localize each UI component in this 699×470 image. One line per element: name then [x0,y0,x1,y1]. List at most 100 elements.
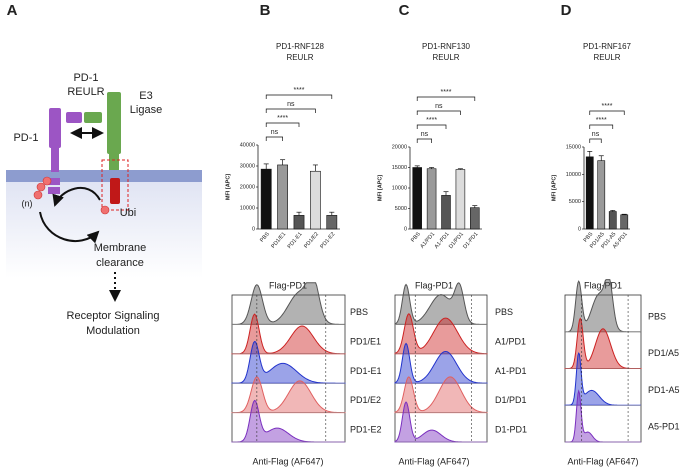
sample-label: PD1/A5 [648,348,679,358]
bar [441,195,451,230]
significance-label: **** [426,117,437,124]
transfer-arrow [52,187,101,207]
x-tick-label: PBS [583,231,595,244]
y-axis-label: MFI [APC] [225,174,231,200]
e3-stalk [109,154,119,170]
flow-histogram [394,282,488,325]
significance-bracket [416,138,432,143]
significance-bracket [265,136,283,141]
sample-label: PD1-E1 [350,366,382,376]
chart-title: PD1-RNF130 [422,42,471,51]
significance-bracket [265,94,333,99]
bar [585,156,594,230]
y-tick-label: 0 [404,226,407,232]
sample-label: PBS [350,307,368,317]
e3-highlight [101,159,129,211]
y-tick-label: 15000 [566,144,581,150]
significance-bracket [589,138,602,143]
outcome-label: Modulation [86,325,140,337]
sample-label: A1-PD1 [495,366,527,376]
pd1-receptor [49,108,61,148]
pd1-tail [48,187,60,194]
diagram-shapes [6,92,202,302]
sample-label: PD1-E2 [350,425,382,435]
bar [620,214,629,230]
flow-histogram [394,342,488,384]
bar [412,167,422,230]
flow-histogram [231,282,346,325]
panel-label: A [7,2,18,19]
sample-label: PBS [648,311,666,321]
ubiquitin [42,176,52,186]
receptor-label: PD-1 [13,132,38,144]
count-label: (n) [22,198,33,208]
significance-label: **** [277,115,288,122]
significance-label: ns [435,103,443,110]
y-tick-label: 20000 [240,184,255,190]
flow-histogram [231,376,346,414]
y-tick-label: 15000 [392,165,407,171]
e3-ligase [107,92,121,154]
y-tick-label: 5000 [395,206,407,212]
reulr-e3-binder [84,112,102,123]
reulr-label: PD-1 [73,72,98,84]
chart-title: PD1-RNF167 [583,42,632,51]
significance-bracket [416,110,461,115]
x-tick-label: PBS [410,231,422,244]
bar [455,169,466,230]
significance-label: **** [441,89,452,96]
ubiquitin [36,182,46,192]
sample-label: D1-PD1 [495,425,527,435]
membrane [6,170,202,182]
significance-label: ns [287,101,295,108]
flow-histogram [231,313,346,355]
y-tick-label: 10000 [240,205,255,211]
flow-title: Flag-PD1 [269,280,307,290]
bar [426,168,437,230]
y-axis-label: MFI [APC] [551,175,557,201]
bar [470,207,480,230]
y-tick-label: 0 [578,226,581,232]
y-tick-label: 5000 [569,199,581,205]
significance-bracket [589,124,614,129]
significance-label: **** [596,117,607,124]
sample-label: A5-PD1 [648,422,680,432]
panel-label: D [561,2,572,19]
x-tick-label: PD1/E1 [270,231,287,249]
flow-xlabel: Anti-Flag (AF647) [398,456,469,466]
reulr-pd1-binder [66,112,82,123]
y-tick-label: 0 [252,226,255,232]
pd1-stalk [51,148,59,172]
flow-xlabel: Anti-Flag (AF647) [252,456,323,466]
sample-label: PD1/E2 [350,395,381,405]
clearance-label: clearance [96,257,144,269]
significance-bracket [416,96,476,101]
sample-label: A1/PD1 [495,336,526,346]
outcome-label: Receptor Signaling [67,310,160,322]
significance-bracket [416,124,447,129]
bar [293,215,305,230]
x-tick-label: PD1-E2 [319,231,336,250]
chart-subtitle: REULR [286,53,313,62]
e3-domain [110,178,120,204]
ubi-label: Ubi [120,207,137,219]
clearance-label: Membrane [94,242,147,254]
flow-title: Flag-PD1 [415,280,453,290]
flow-histogram [564,279,641,333]
flow-title: Flag-PD1 [584,280,622,290]
significance-label: **** [602,103,613,110]
pd1-tail [48,178,60,185]
y-tick-label: 40000 [240,142,255,148]
significance-label: **** [294,87,305,94]
sample-label: PD1/E1 [350,336,381,346]
x-tick-label: PD1-E1 [287,231,304,250]
reulr-label: REULR [67,86,104,98]
sample-label: D1/PD1 [495,395,527,405]
bar [260,168,272,230]
x-tick-label: PBS [259,231,271,244]
ligase-label: E3 [139,90,152,102]
panel-label: C [399,2,410,19]
bar [597,160,606,230]
sample-label: PD1-A5 [648,385,680,395]
